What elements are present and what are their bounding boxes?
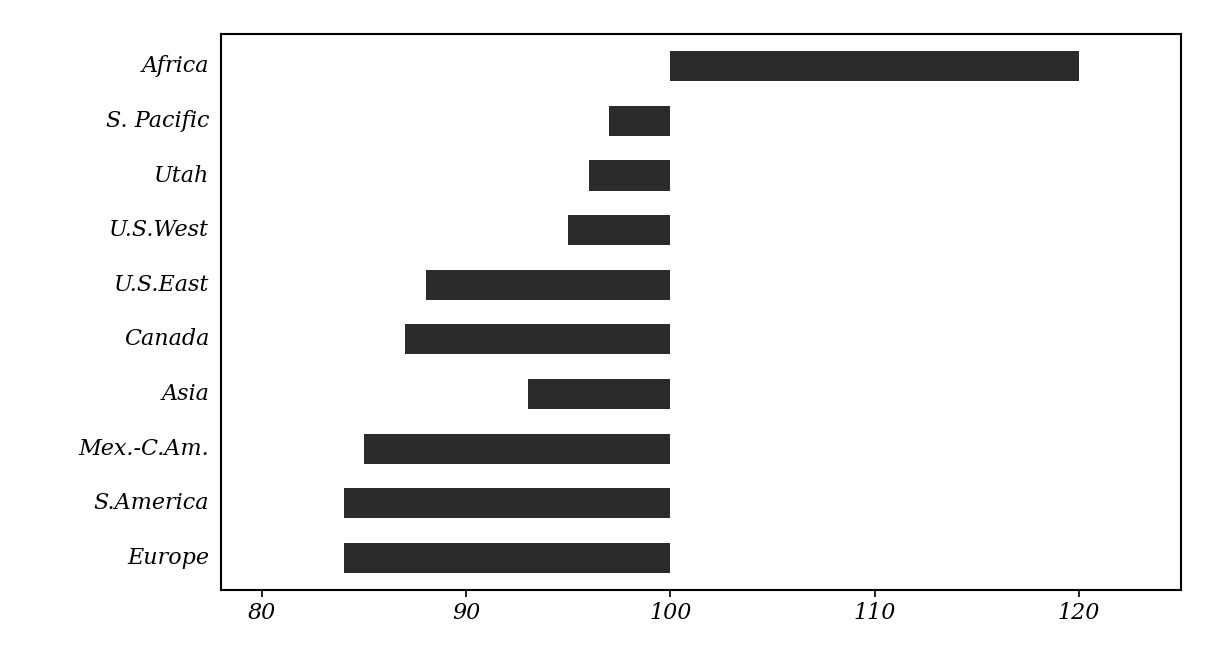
Text: Africa: Africa bbox=[141, 55, 209, 77]
Text: S. Pacific: S. Pacific bbox=[106, 110, 209, 132]
Text: Mex.-C.Am.: Mex.-C.Am. bbox=[79, 437, 209, 460]
Text: S.America: S.America bbox=[93, 492, 209, 514]
Bar bbox=[364, 433, 670, 464]
Bar bbox=[528, 379, 670, 409]
Bar bbox=[589, 160, 670, 191]
Text: Utah: Utah bbox=[154, 164, 209, 187]
Text: U.S.West: U.S.West bbox=[109, 219, 209, 241]
Text: U.S.East: U.S.East bbox=[113, 274, 209, 296]
Bar bbox=[344, 543, 670, 573]
Bar bbox=[568, 215, 670, 245]
Text: Europe: Europe bbox=[127, 547, 209, 569]
Bar bbox=[405, 324, 670, 354]
Text: Asia: Asia bbox=[161, 383, 209, 405]
Bar bbox=[670, 51, 1079, 81]
Text: Canada: Canada bbox=[124, 328, 209, 350]
Bar bbox=[344, 488, 670, 518]
Bar bbox=[426, 270, 670, 300]
Bar bbox=[609, 106, 670, 136]
